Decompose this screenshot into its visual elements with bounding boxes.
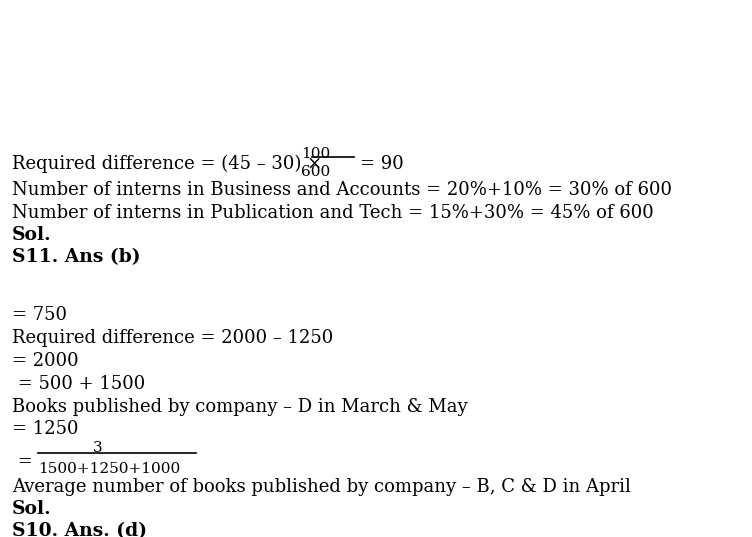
Text: Books published by company – D in March & May: Books published by company – D in March … [12,398,468,416]
Text: = 500 + 1500: = 500 + 1500 [12,375,145,393]
Text: Sol.: Sol. [12,226,52,244]
Text: Average number of books published by company – B, C & D in April: Average number of books published by com… [12,478,631,496]
Text: = 1250: = 1250 [12,420,78,438]
Text: = 90: = 90 [360,155,404,173]
Text: 3: 3 [93,441,102,455]
Text: = 2000: = 2000 [12,352,79,370]
Text: 1500+1250+1000: 1500+1250+1000 [38,462,180,476]
Text: 600: 600 [302,165,331,179]
Text: Required difference = 2000 – 1250: Required difference = 2000 – 1250 [12,329,333,347]
Text: S10. Ans. (d): S10. Ans. (d) [12,522,147,537]
Text: 100: 100 [302,147,331,161]
Text: =: = [12,453,33,471]
Text: Required difference = (45 – 30) ×: Required difference = (45 – 30) × [12,155,323,173]
Text: Number of interns in Business and Accounts = 20%+10% = 30% of 600: Number of interns in Business and Accoun… [12,181,672,199]
Text: Sol.: Sol. [12,500,52,518]
Text: = 750: = 750 [12,306,67,324]
Text: S11. Ans (b): S11. Ans (b) [12,248,141,266]
Text: Number of interns in Publication and Tech = 15%+30% = 45% of 600: Number of interns in Publication and Tec… [12,204,653,222]
